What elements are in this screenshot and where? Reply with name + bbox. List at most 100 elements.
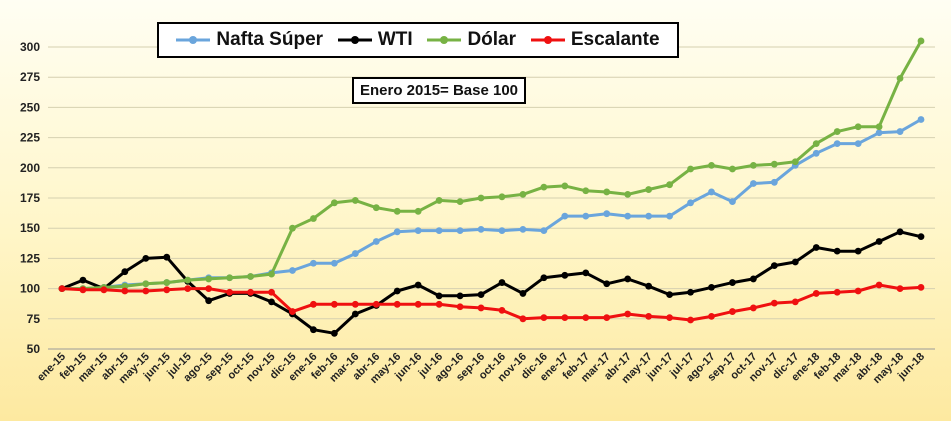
data-point bbox=[854, 123, 862, 131]
data-point bbox=[289, 224, 296, 232]
legend: Nafta Súper WTI Dólar Escalante bbox=[157, 22, 679, 58]
data-point bbox=[330, 259, 338, 267]
data-point bbox=[310, 215, 317, 222]
data-point bbox=[372, 300, 380, 308]
data-point bbox=[268, 270, 275, 278]
data-point bbox=[833, 247, 841, 255]
data-point bbox=[561, 182, 569, 190]
data-point bbox=[184, 276, 192, 284]
data-point bbox=[875, 123, 883, 131]
series-lines bbox=[58, 37, 925, 337]
data-point bbox=[540, 314, 548, 321]
data-point bbox=[142, 255, 150, 262]
data-point bbox=[812, 149, 820, 157]
y-tick-label: 175 bbox=[20, 191, 40, 205]
data-point bbox=[351, 250, 359, 257]
data-point bbox=[330, 329, 338, 337]
data-point bbox=[247, 288, 254, 296]
series-line bbox=[60, 230, 923, 335]
data-point bbox=[540, 227, 548, 235]
y-tick-label: 300 bbox=[20, 40, 40, 54]
y-axis-ticks: 50 75 100 125 150 175 200 225 250 275 300 bbox=[20, 40, 40, 356]
data-point bbox=[749, 275, 757, 283]
y-tick-label: 75 bbox=[27, 312, 41, 326]
data-point bbox=[666, 314, 673, 321]
data-point bbox=[896, 285, 904, 292]
data-point bbox=[770, 299, 778, 307]
data-point bbox=[540, 183, 548, 191]
data-point bbox=[833, 140, 841, 148]
data-point bbox=[624, 212, 632, 220]
data-point bbox=[393, 207, 401, 215]
data-point bbox=[624, 190, 632, 198]
data-point bbox=[687, 316, 694, 324]
data-point bbox=[833, 128, 841, 135]
data-point bbox=[163, 286, 171, 294]
legend-swatch-escalante bbox=[530, 36, 565, 44]
data-point bbox=[708, 283, 715, 291]
data-point bbox=[687, 165, 694, 173]
data-point bbox=[729, 198, 736, 206]
data-point bbox=[708, 161, 715, 169]
data-point bbox=[687, 288, 694, 296]
data-point bbox=[184, 285, 192, 292]
data-point bbox=[791, 258, 799, 266]
data-point bbox=[749, 161, 757, 169]
data-point bbox=[477, 304, 485, 312]
data-point bbox=[372, 204, 380, 212]
data-point bbox=[875, 281, 883, 289]
data-point bbox=[561, 271, 569, 279]
data-point bbox=[289, 308, 296, 315]
data-point bbox=[666, 181, 673, 189]
data-point bbox=[435, 292, 443, 300]
data-point bbox=[456, 292, 464, 300]
data-point bbox=[79, 276, 87, 284]
data-point bbox=[812, 244, 820, 251]
data-point bbox=[896, 75, 904, 82]
legend-label-wti: WTI bbox=[377, 29, 413, 50]
data-point bbox=[603, 314, 611, 321]
data-point bbox=[205, 297, 213, 305]
legend-label-nafta: Nafta Súper bbox=[216, 29, 324, 50]
data-point bbox=[917, 116, 925, 123]
data-point bbox=[456, 303, 464, 311]
data-point bbox=[330, 300, 338, 308]
data-point bbox=[79, 286, 87, 294]
data-point bbox=[456, 227, 464, 235]
data-point bbox=[351, 310, 359, 318]
legend-label-dolar: Dólar bbox=[467, 29, 517, 50]
data-point bbox=[477, 194, 485, 202]
data-point bbox=[121, 282, 129, 290]
data-point bbox=[163, 279, 171, 286]
data-point bbox=[58, 285, 66, 292]
data-point bbox=[770, 262, 778, 270]
data-point bbox=[351, 197, 359, 204]
data-point bbox=[205, 275, 213, 283]
data-point bbox=[854, 287, 862, 295]
data-point bbox=[582, 212, 590, 220]
data-point bbox=[687, 199, 694, 207]
data-point bbox=[582, 269, 590, 277]
y-tick-label: 275 bbox=[20, 70, 40, 84]
data-point bbox=[917, 283, 925, 291]
data-point bbox=[645, 212, 653, 220]
data-point bbox=[477, 226, 485, 233]
data-point bbox=[372, 238, 380, 245]
x-axis-ticks: ene-15feb-15mar-15abr-15may-15jun-15jul-… bbox=[35, 351, 927, 386]
data-point bbox=[708, 188, 715, 196]
legend-item-wti: WTI bbox=[337, 29, 413, 51]
data-point bbox=[330, 199, 338, 207]
data-point bbox=[833, 288, 841, 296]
data-point bbox=[205, 285, 213, 292]
data-point bbox=[456, 198, 464, 206]
data-point bbox=[310, 300, 317, 308]
data-point bbox=[708, 312, 715, 320]
data-point bbox=[121, 268, 129, 276]
y-tick-label: 225 bbox=[20, 131, 40, 145]
series-3 bbox=[58, 281, 925, 324]
data-point bbox=[268, 288, 275, 296]
data-point bbox=[812, 290, 820, 297]
data-point bbox=[498, 306, 506, 314]
data-point bbox=[812, 140, 820, 148]
